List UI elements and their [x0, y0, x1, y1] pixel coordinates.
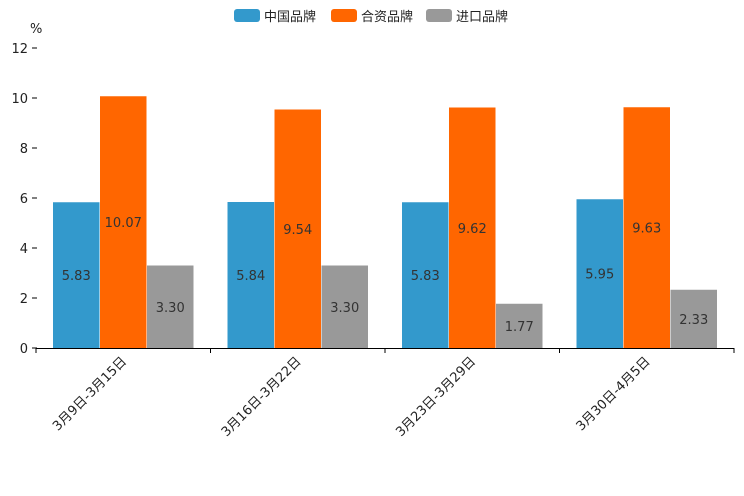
legend-swatch	[331, 9, 357, 22]
bar-data-label: 3.30	[330, 301, 359, 316]
bar-data-label: 9.62	[458, 222, 487, 237]
bar	[321, 265, 368, 348]
bar-data-label: 5.83	[62, 269, 91, 284]
bar-data-label: 3.30	[156, 301, 185, 316]
bar	[147, 265, 194, 348]
bar-data-label: 1.77	[505, 320, 534, 335]
bar	[274, 109, 321, 348]
bar	[449, 107, 496, 348]
bar-data-label: 10.07	[105, 216, 142, 231]
y-axis: 0 2 4 6 8 10 12	[11, 42, 37, 357]
bar-data-label: 9.54	[283, 223, 312, 238]
y-tick-label: 0	[20, 342, 28, 357]
x-tick-label: 3月16日-3月22日	[219, 354, 305, 440]
bar	[402, 202, 449, 348]
bar-data-label: 9.63	[632, 222, 661, 237]
bar	[227, 202, 274, 348]
x-tick-label: 3月23日-3月29日	[393, 354, 479, 440]
y-tick-label: 8	[20, 142, 28, 157]
bar-data-label: 5.84	[236, 269, 265, 284]
y-axis-unit-label: %	[30, 22, 42, 37]
legend-label: 中国品牌	[264, 9, 316, 25]
bar-data-label: 2.33	[679, 313, 708, 328]
bar	[670, 289, 717, 348]
y-tick-label: 6	[20, 192, 28, 207]
y-tick-label: 2	[20, 292, 28, 307]
legend-label: 进口品牌	[456, 9, 508, 25]
bar-data-label: 5.95	[585, 268, 614, 283]
legend-label: 合资品牌	[361, 9, 413, 25]
x-tick-label: 3月9日-3月15日	[50, 354, 130, 434]
bar	[576, 199, 623, 348]
y-tick-label: 10	[11, 92, 28, 107]
y-tick-label: 4	[20, 242, 28, 257]
y-tick-label: 12	[11, 42, 28, 57]
bar	[100, 96, 147, 348]
legend-swatch	[234, 9, 260, 22]
legend-swatch	[426, 9, 452, 22]
x-axis: 3月9日-3月15日 3月16日-3月22日 3月23日-3月29日 3月30日-4月…	[35, 348, 735, 440]
bar-data-label: 5.83	[411, 269, 440, 284]
x-tick-label: 3月30日-4月5日	[574, 354, 654, 434]
bars: 5.83 5.84 5.83 5.95 10.07 9.54 9.62 9.63 3.30 3.3…	[53, 96, 717, 348]
bar	[53, 202, 100, 348]
bar	[496, 303, 543, 348]
bar	[623, 107, 670, 348]
legend: 中国品牌 合资品牌 进口品牌	[234, 9, 508, 25]
